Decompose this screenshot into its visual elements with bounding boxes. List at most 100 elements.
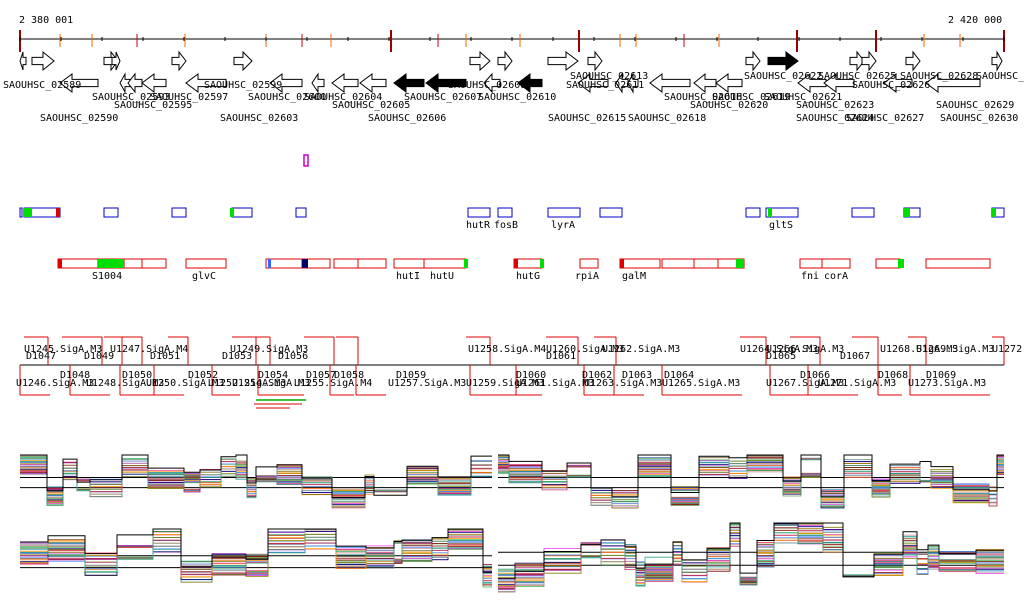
operon-red: [514, 259, 518, 268]
feature-box: [103, 207, 119, 218]
transcription-unit-track: U1245.SigA.M3 U1247.SigA.M4 U1249.SigA.M3 U…: [16, 336, 1022, 409]
gene-arrow: [119, 72, 131, 94]
gene-arrow: [483, 72, 501, 94]
feature-box: [467, 207, 491, 218]
gene-label: SAOUHSC_02607: [404, 92, 482, 103]
operon-box: [393, 258, 425, 269]
gene-arrow: [111, 51, 121, 71]
d-upper-label: D1067: [840, 351, 870, 362]
magenta-marker: [303, 154, 309, 167]
gene-arrow: [141, 73, 167, 93]
operon-box: [513, 258, 543, 269]
gene-label: SAOUHSC_02618: [628, 113, 706, 124]
d-lower-label: D1050: [122, 370, 152, 381]
gene-arrow: [359, 73, 387, 93]
gene-label: SAOUHSC_02604: [304, 92, 382, 103]
gene-arrow: [905, 50, 921, 72]
gene-label: SAOUHSC_026: [976, 71, 1024, 82]
expression-series: [498, 456, 1004, 509]
gene-arrow: [171, 50, 187, 72]
operon-red: [58, 259, 62, 268]
tu-upper-label: U1266.SigA.M3: [766, 344, 844, 355]
gene-arrow: [627, 72, 639, 94]
d-upper-label: D1051: [150, 351, 180, 362]
operon-label: hutG: [516, 271, 540, 282]
expression-plots: [20, 454, 1004, 593]
operon-box: [141, 258, 167, 269]
gene-label: SAOUHSC_02613: [570, 71, 648, 82]
tu-lower-label: U1255.SigA.M4: [294, 378, 372, 389]
operon-blue: [268, 259, 271, 268]
gene-label: SAOUHSC_02606: [368, 113, 446, 124]
tu-upper-label: U1262.SigA.M3: [602, 344, 680, 355]
operon-box: [57, 258, 99, 269]
start-coordinate: 2 380 001: [19, 15, 73, 26]
d-lower-label: D1068: [878, 370, 908, 381]
feature-box: [295, 207, 307, 218]
tu-lower-label: U1267.SigA.M3: [766, 378, 844, 389]
operon-box: [693, 258, 719, 269]
feature-box: [19, 207, 23, 218]
d-lower-label: D1062: [582, 370, 612, 381]
feature-red: [56, 208, 60, 217]
gene-arrow: [925, 73, 981, 93]
gene-arrow: [311, 72, 325, 94]
tu-lower-label: U1252.SigA.M3: [208, 378, 286, 389]
gene-arrow: [469, 50, 491, 72]
gene-arrow: [547, 51, 579, 71]
gene-label: SAOUHSC_02629: [936, 100, 1014, 111]
gene-arrow: [767, 51, 799, 71]
operon-green: [98, 259, 124, 268]
feature-box: [745, 207, 761, 218]
gene-arrow: [587, 50, 603, 72]
tu-lower-label: U1248.SigA.M3: [86, 378, 164, 389]
feature-green: [904, 208, 910, 217]
operon-label: rpiA: [575, 271, 599, 282]
gene-arrow: [331, 73, 359, 93]
expression-series: [20, 456, 492, 506]
tu-lower-label: U1271.SigA.M3: [818, 378, 896, 389]
d-lower-label: D1063: [622, 370, 652, 381]
expression-panel: [498, 454, 1004, 509]
feature-box: [599, 207, 623, 218]
gene-arrow: [883, 73, 913, 93]
expression-series: [20, 531, 492, 584]
operon-green: [898, 259, 904, 268]
gene-label: SAOUHSC_02611: [566, 80, 644, 91]
feature-label: fosB: [494, 220, 518, 231]
operon-label: fni: [801, 271, 819, 282]
feature-label: hutR: [466, 220, 491, 231]
expression-series: [498, 522, 1004, 580]
tu-upper-label: U1249.SigA.M3: [230, 344, 308, 355]
gene-arrow: [103, 50, 119, 72]
tu-lower-label: U1257.SigA.M3: [388, 378, 466, 389]
d-lower-label: D1052: [188, 370, 218, 381]
operon-box: [333, 258, 359, 269]
tu-upper-label: U1258.SigA.M4: [468, 344, 546, 355]
d-lower-label: D1069: [926, 370, 956, 381]
d-lower-label: D1066: [800, 370, 830, 381]
gene-arrow: [991, 50, 1003, 72]
expression-panel: [20, 528, 492, 588]
gene-arrow: [59, 73, 99, 93]
gene-label: SAOUHSC_02630: [940, 113, 1018, 124]
gene-label: SAOUHSC_02599: [204, 80, 282, 91]
operon-track: S1004 glvC hutI hutU hutG rpiA galM fni …: [57, 258, 991, 282]
gene-label: SAOUHSC_02608: [448, 80, 526, 91]
tu-upper-label: U1245.SigA.M3: [24, 344, 102, 355]
gene-arrow: [849, 50, 865, 72]
operon-label: glvC: [192, 271, 216, 282]
tu-lower-label: U1254.SigA.M3: [232, 378, 310, 389]
gene-arrow: [745, 50, 761, 72]
tu-lower-label: U1259.SigA.M3: [466, 378, 544, 389]
feature-box: [231, 207, 253, 218]
d-upper-label: D1065: [766, 351, 796, 362]
tu-upper-label: U1264.SigA.M3: [740, 344, 818, 355]
feature-box: [497, 207, 513, 218]
d-lower-label: D1064: [664, 370, 694, 381]
gene-arrow: [393, 73, 425, 93]
d-lower-label: D1059: [396, 370, 426, 381]
tu-upper-label: U1247.SigA.M4: [110, 344, 188, 355]
operon-label: hutI: [396, 271, 420, 282]
